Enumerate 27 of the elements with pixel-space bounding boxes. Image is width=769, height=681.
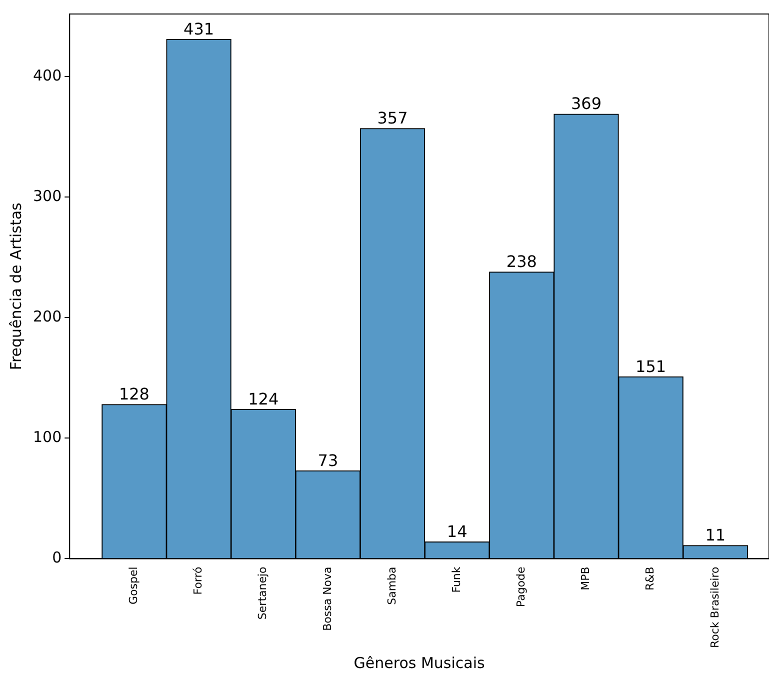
y-tick-label: 300 xyxy=(32,187,62,206)
data-label: 124 xyxy=(248,389,279,408)
x-tick-label: Sertanejo xyxy=(256,566,270,620)
data-label: 151 xyxy=(636,356,666,376)
data-label: 431 xyxy=(184,19,214,38)
y-tick-label: 100 xyxy=(32,428,62,446)
x-tick-label: Gospel xyxy=(127,566,140,605)
y-tick-label: 200 xyxy=(32,308,62,326)
data-label: 357 xyxy=(377,108,408,128)
data-label: 14 xyxy=(446,522,468,542)
x-tick-label: Funk xyxy=(450,566,463,593)
x-tick-label: Samba xyxy=(385,566,398,605)
data-label: 238 xyxy=(506,252,537,272)
x-tick-label: R&B xyxy=(644,566,657,590)
x-tick-label: Pagode xyxy=(514,566,528,608)
x-tick-label: MPB xyxy=(579,566,592,590)
x-tick-label: Forró xyxy=(192,566,205,595)
y-axis-title: Frequência de Artistas xyxy=(6,202,25,370)
y-tick-label: 0 xyxy=(52,548,62,567)
data-label: 73 xyxy=(318,450,338,470)
y-tick-label: 400 xyxy=(32,66,62,85)
x-axis-title: Gêneros Musicais xyxy=(354,654,486,672)
data-label: 128 xyxy=(118,384,150,404)
x-tick-label: Bossa Nova xyxy=(320,566,334,631)
data-label: 11 xyxy=(705,526,726,545)
x-tick-label: Rock Brasileiro xyxy=(708,566,722,648)
data-label: 369 xyxy=(570,94,602,114)
